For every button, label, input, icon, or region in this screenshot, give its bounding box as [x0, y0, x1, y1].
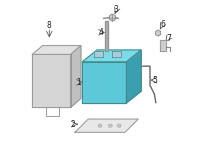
- Text: 2: 2: [70, 120, 75, 129]
- Text: 8: 8: [47, 21, 52, 30]
- Polygon shape: [94, 51, 103, 57]
- Polygon shape: [109, 124, 112, 127]
- Text: 6: 6: [160, 20, 165, 30]
- Polygon shape: [109, 14, 116, 21]
- Polygon shape: [126, 50, 141, 103]
- Text: 3: 3: [114, 5, 119, 14]
- Polygon shape: [117, 124, 121, 127]
- Polygon shape: [112, 51, 121, 57]
- Text: 1: 1: [76, 78, 81, 87]
- Polygon shape: [71, 46, 81, 107]
- Polygon shape: [98, 124, 102, 127]
- Polygon shape: [160, 40, 166, 51]
- Polygon shape: [32, 46, 81, 54]
- Polygon shape: [105, 21, 108, 51]
- Text: 7: 7: [166, 34, 171, 43]
- Polygon shape: [156, 30, 161, 36]
- Polygon shape: [75, 119, 138, 132]
- Polygon shape: [82, 50, 141, 62]
- Polygon shape: [32, 54, 71, 107]
- Text: 5: 5: [152, 76, 157, 85]
- Polygon shape: [82, 62, 126, 103]
- Text: 4: 4: [98, 28, 103, 37]
